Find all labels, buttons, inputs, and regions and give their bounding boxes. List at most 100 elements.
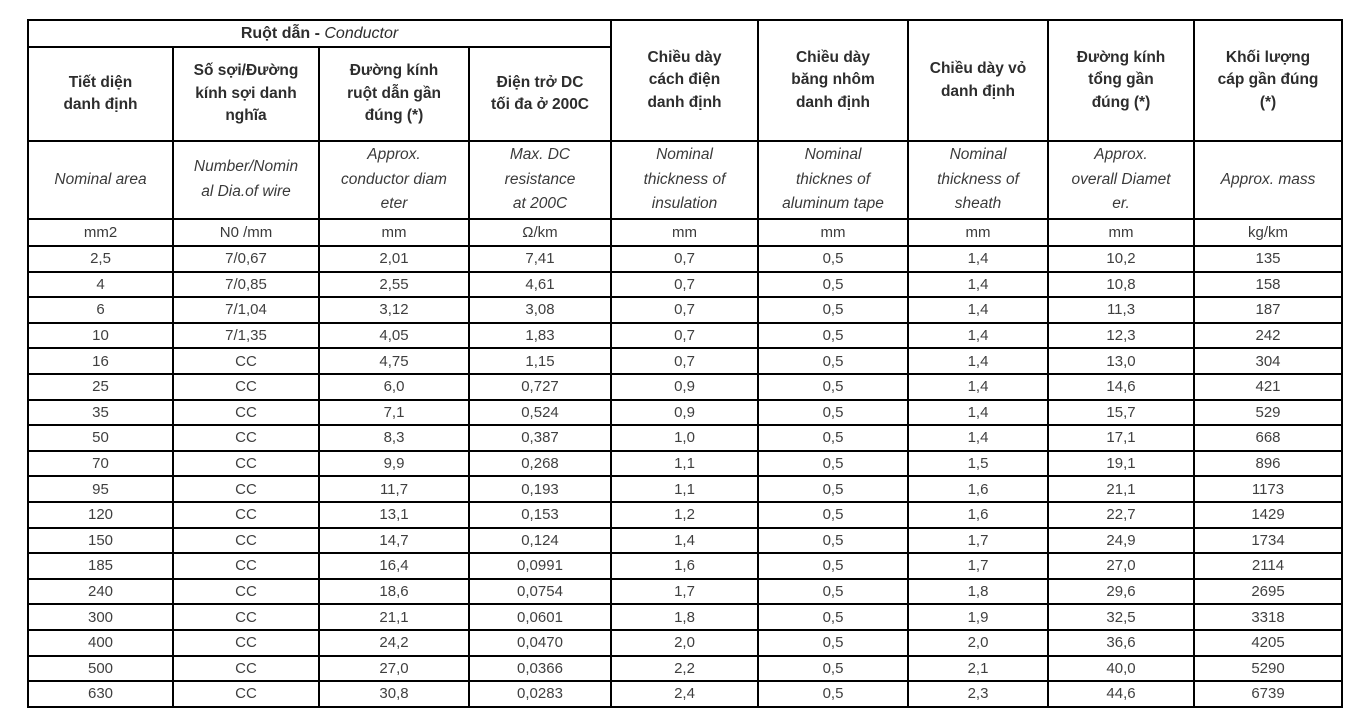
table-cell: 0,5 <box>757 552 909 580</box>
table-cell: 0,7 <box>610 296 759 324</box>
table-cell: 0,193 <box>468 475 612 503</box>
table-cell: 0,524 <box>468 398 612 427</box>
table-cell: 1,15 <box>468 347 612 375</box>
unit-dc-resistance: Ω/km <box>468 218 612 247</box>
table-cell: 12,3 <box>1047 321 1195 350</box>
table-cell: 0,0366 <box>468 654 612 683</box>
table-cell: 7/1,35 <box>172 321 320 350</box>
table-cell: 0,0470 <box>468 628 612 657</box>
table-cell: 16,4 <box>318 552 470 580</box>
table-cell: 0,727 <box>468 372 612 401</box>
header-en-aluminum-tape-thickness: Nominal thicknes of aluminum tape <box>757 140 909 220</box>
unit-conductor-diameter: mm <box>318 218 470 247</box>
table-cell: 0,5 <box>757 321 909 350</box>
unit-wire-number-dia: N0 /mm <box>172 218 320 247</box>
table-cell: 19,1 <box>1047 449 1195 478</box>
header-overall-diameter: Đường kính tổng gần đúng (*) <box>1047 19 1195 142</box>
table-cell: 1,1 <box>610 449 759 478</box>
table-cell: 1,4 <box>907 245 1049 273</box>
table-cell: 187 <box>1193 296 1343 324</box>
table-cell: 529 <box>1193 398 1343 427</box>
table-cell: 29,6 <box>1047 577 1195 606</box>
header-en-wire-number-dia: Number/Nomin al Dia.of wire <box>172 140 320 220</box>
table-cell: 13,0 <box>1047 347 1195 375</box>
table-cell: 0,5 <box>757 347 909 375</box>
conductor-group-header-vi: Ruột dẫn - <box>240 24 325 42</box>
table-cell: 1,1 <box>610 475 759 503</box>
header-nominal-area: Tiết diện danh định <box>27 46 174 142</box>
table-row: 16 CC 4,75 1,15 0,7 0,5 1,4 13,0 304 <box>27 347 1343 375</box>
table-cell: 2695 <box>1193 577 1343 606</box>
table-cell: 10,8 <box>1047 270 1195 299</box>
table-row: 240 CC 18,6 0,0754 1,7 0,5 1,8 29,6 2695 <box>27 577 1343 606</box>
table-row: 500 CC 27,0 0,0366 2,2 0,5 2,1 40,0 5290 <box>27 654 1343 683</box>
table-cell: 3,12 <box>318 296 470 324</box>
header-en-cable-mass: Approx. mass <box>1193 140 1343 220</box>
table-cell: 6,0 <box>318 372 470 401</box>
table-cell: 15,7 <box>1047 398 1195 427</box>
vietnamese-header-row: Tiết diện danh định Số sợi/Đường kính sợ… <box>27 46 1342 142</box>
table-cell: 6 <box>27 296 174 324</box>
table-cell: CC <box>172 603 320 631</box>
table-cell: 0,9 <box>610 398 759 427</box>
table-cell: CC <box>172 680 320 708</box>
table-cell: 135 <box>1193 245 1343 273</box>
table-cell: 240 <box>27 577 174 606</box>
table-cell: 16 <box>27 347 174 375</box>
table-row: 2,5 7/0,67 2,01 7,41 0,7 0,5 1,4 10,2 135 <box>27 245 1343 273</box>
table-cell: 25 <box>27 372 174 401</box>
table-row: 95 CC 11,7 0,193 1,1 0,5 1,6 21,1 1173 <box>27 475 1343 503</box>
table-cell: 6739 <box>1193 680 1343 708</box>
table-cell: 1,2 <box>610 500 759 529</box>
table-cell: 0,0754 <box>468 577 612 606</box>
table-cell: 95 <box>27 475 174 503</box>
table-cell: 1,4 <box>907 424 1049 452</box>
table-cell: 7/0,67 <box>172 245 320 273</box>
table-cell: 24,9 <box>1047 526 1195 555</box>
table-cell: 0,7 <box>610 347 759 375</box>
table-cell: 1,9 <box>907 603 1049 631</box>
table-cell: 0,5 <box>757 398 909 427</box>
table-cell: 1429 <box>1193 500 1343 529</box>
table-cell: 1,6 <box>907 500 1049 529</box>
english-header-row: Nominal area Number/Nomin al Dia.of wire… <box>27 140 1343 220</box>
table-cell: CC <box>172 628 320 657</box>
table-cell: 30,8 <box>318 680 470 708</box>
table-cell: CC <box>172 475 320 503</box>
table-cell: 2,0 <box>610 628 759 657</box>
table-cell: 2,1 <box>907 654 1049 683</box>
table-cell: 242 <box>1193 321 1343 350</box>
table-cell: CC <box>172 577 320 606</box>
table-cell: 11,3 <box>1047 296 1195 324</box>
table-cell: 0,7 <box>610 270 759 299</box>
table-row: 25 CC 6,0 0,727 0,9 0,5 1,4 14,6 421 <box>27 372 1343 401</box>
table-cell: 40,0 <box>1047 654 1195 683</box>
table-cell: 300 <box>27 603 174 631</box>
table-cell: 2,55 <box>318 270 470 299</box>
table-cell: 21,1 <box>1047 475 1195 503</box>
table-cell: CC <box>172 500 320 529</box>
table-cell: 0,5 <box>757 449 909 478</box>
table-cell: 1,5 <box>907 449 1049 478</box>
conductor-group-row: Ruột dẫn - Conductor Chiều dày cách điện… <box>27 19 1343 142</box>
table-row: 6 7/1,04 3,12 3,08 0,7 0,5 1,4 11,3 187 <box>27 296 1343 324</box>
table-cell: 3318 <box>1193 603 1343 631</box>
table-cell: 4 <box>27 270 174 299</box>
table-cell: 3,08 <box>468 296 612 324</box>
table-cell: 24,2 <box>318 628 470 657</box>
table-cell: 1,8 <box>610 603 759 631</box>
table-cell: 4205 <box>1193 628 1343 657</box>
table-body: 2,5 7/0,67 2,01 7,41 0,7 0,5 1,4 10,2 135 4 7/0,85… <box>27 245 1343 708</box>
table-cell: 27,0 <box>318 654 470 683</box>
table-cell: 13,1 <box>318 500 470 529</box>
table-cell: 18,6 <box>318 577 470 606</box>
header-en-nominal-area: Nominal area <box>27 140 174 220</box>
table-cell: 668 <box>1193 424 1343 452</box>
table-cell: 120 <box>27 500 174 529</box>
table-row: 630 CC 30,8 0,0283 2,4 0,5 2,3 44,6 6739 <box>27 680 1343 708</box>
table-cell: 0,268 <box>468 449 612 478</box>
unit-insulation-thickness: mm <box>610 218 759 247</box>
unit-aluminum-tape-thickness: mm <box>757 218 909 247</box>
table-cell: 421 <box>1193 372 1343 401</box>
header-en-insulation-thickness: Nominal thickness of insulation <box>610 140 759 220</box>
